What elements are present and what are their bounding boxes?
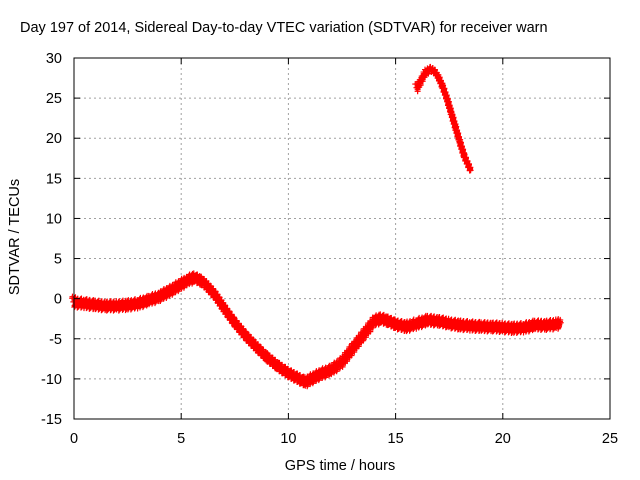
x-tick-label: 5 — [177, 431, 185, 447]
x-tick-label: 15 — [388, 431, 404, 447]
y-tick-label: 20 — [46, 131, 62, 147]
x-tick-label: 25 — [602, 431, 618, 447]
data-points — [69, 63, 564, 390]
y-tick-label: 25 — [46, 91, 62, 107]
y-tick-label: 5 — [54, 252, 62, 268]
data-point — [149, 300, 156, 307]
data-point — [467, 167, 474, 174]
x-tick-label: 10 — [280, 431, 296, 447]
y-tick-label: -10 — [41, 372, 62, 388]
data-point — [557, 319, 564, 326]
data-point — [152, 298, 159, 305]
plot-frame — [73, 57, 611, 420]
axis-ticks: 0 5 10 15 20 25 30 25 20 15 10 5 0 -5 -10 -15 — [41, 51, 618, 447]
x-tick-label: 0 — [70, 431, 78, 447]
data-point — [319, 374, 326, 381]
x-axis-label: GPS time / hours — [285, 458, 395, 474]
data-point — [146, 301, 153, 308]
data-point — [556, 323, 563, 330]
y-axis-label: SDTVAR / TECUs — [7, 179, 23, 295]
y-tick-label: 0 — [54, 292, 62, 308]
y-tick-label: 15 — [46, 171, 62, 187]
y-tick-label: 30 — [46, 51, 62, 67]
series-0 — [69, 270, 564, 390]
x-tick-label: 20 — [495, 431, 511, 447]
y-tick-label: 10 — [46, 211, 62, 227]
chart-title: Day 197 of 2014, Sidereal Day-to-day VTE… — [20, 20, 548, 36]
series-1 — [412, 63, 474, 174]
grid-lines — [74, 58, 610, 419]
y-tick-label: -15 — [41, 412, 62, 428]
y-tick-label: -5 — [49, 332, 62, 348]
data-point — [322, 373, 329, 380]
